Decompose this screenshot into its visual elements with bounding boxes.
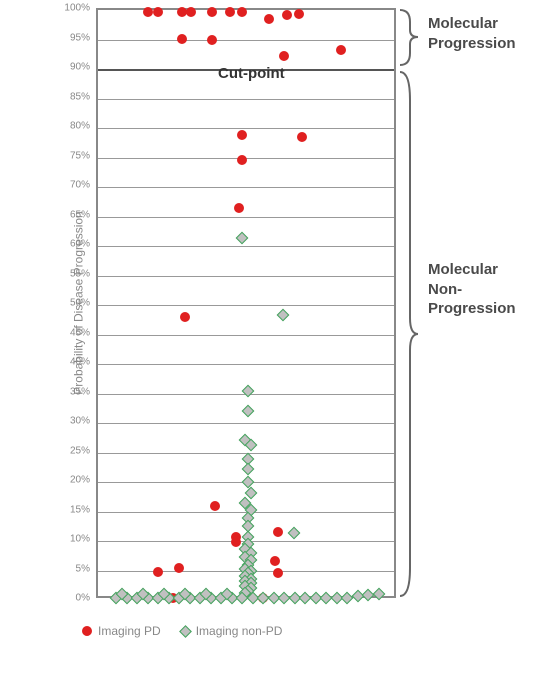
brace-lower-icon [398,70,422,598]
ytick-label: 50% [56,298,90,309]
data-point [264,14,274,24]
data-point [336,45,346,55]
data-point [279,51,289,61]
gridline [98,187,394,188]
ytick-label: 60% [56,239,90,250]
ytick-label: 40% [56,357,90,368]
ytick-label: 35% [56,386,90,397]
chart-container: Probability of Disease Progression 0%5%1… [56,8,396,618]
data-point [362,589,375,602]
data-point [207,7,217,17]
data-point [174,563,184,573]
data-point [153,7,163,17]
data-point [231,537,241,547]
data-point [273,568,283,578]
data-point [236,232,249,245]
annotation-lower-line1: Molecular [428,261,498,278]
ytick-label: 15% [56,504,90,515]
ytick-label: 55% [56,268,90,279]
data-point [242,405,255,418]
annotation-upper-line1: Molecular [428,15,498,32]
gridline [98,335,394,336]
legend-marker-circle [82,626,92,636]
ytick-label: 25% [56,445,90,456]
ytick-label: 0% [56,593,90,604]
brace-upper-icon [398,8,422,67]
ytick-label: 5% [56,563,90,574]
gridline [98,276,394,277]
gridline [98,305,394,306]
data-point [245,486,258,499]
ytick-label: 100% [56,3,90,14]
ytick-label: 45% [56,327,90,338]
data-point [237,155,247,165]
plot-area [96,8,396,598]
ytick-label: 20% [56,475,90,486]
data-point [273,527,283,537]
gridline [98,423,394,424]
gridline [98,99,394,100]
data-point [180,312,190,322]
ytick-label: 85% [56,91,90,102]
gridline [98,128,394,129]
data-point [242,384,255,397]
ytick-label: 75% [56,150,90,161]
data-point [207,35,217,45]
data-point [225,7,235,17]
data-point [242,476,255,489]
data-point [276,309,289,322]
data-point [297,132,307,142]
data-point [372,588,385,601]
legend-label-pd: Imaging PD [98,624,161,638]
data-point [242,463,255,476]
gridline [98,364,394,365]
annotation-upper: Molecular Progression [428,14,516,53]
data-point [237,7,247,17]
data-point [351,590,364,603]
legend-marker-diamond [179,625,192,638]
data-point [143,7,153,17]
data-point [288,527,301,540]
legend: Imaging PD Imaging non-PD [82,624,282,638]
gridline [98,246,394,247]
ytick-label: 80% [56,121,90,132]
ytick-label: 90% [56,62,90,73]
data-point [282,10,292,20]
data-point [270,556,280,566]
ytick-label: 70% [56,180,90,191]
annotation-lower: Molecular Non-Progression [428,260,533,319]
data-point [210,501,220,511]
data-point [153,567,163,577]
gridline [98,40,394,41]
ytick-label: 65% [56,209,90,220]
data-point [177,34,187,44]
data-point [186,7,196,17]
data-point [294,9,304,19]
gridline [98,217,394,218]
annotation-upper-line2: Progression [428,35,516,52]
data-point [237,130,247,140]
data-point [234,203,244,213]
ytick-label: 95% [56,32,90,43]
ytick-label: 30% [56,416,90,427]
data-point [341,591,354,604]
annotation-lower-line2: Non-Progression [428,281,516,318]
ytick-label: 10% [56,534,90,545]
legend-label-nonpd: Imaging non-PD [196,624,283,638]
cutpoint-label: Cut-point [218,65,285,82]
